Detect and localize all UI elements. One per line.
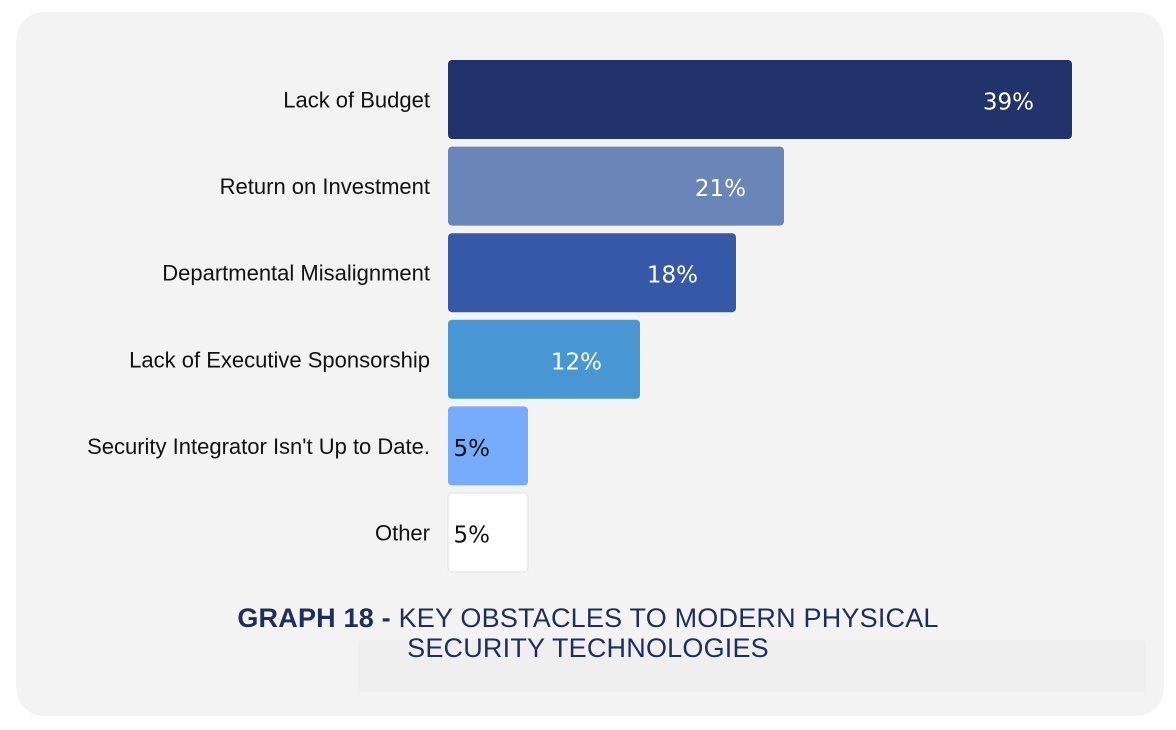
category-label-1: Lack of Budget xyxy=(283,88,430,113)
caption-line1: KEY OBSTACLES TO MODERN PHYSICAL xyxy=(398,603,939,633)
chart-caption: GRAPH 18 - KEY OBSTACLES TO MODERN PHYSI… xyxy=(0,603,1176,663)
value-label-6: 5% xyxy=(454,523,491,549)
value-label-4: 12% xyxy=(551,349,602,375)
category-label-6: Other xyxy=(375,521,430,546)
caption-backdrop xyxy=(358,640,1146,692)
value-label-1: 39% xyxy=(983,90,1034,116)
category-label-2: Return on Investment xyxy=(220,174,430,199)
bar-3 xyxy=(448,233,736,313)
bar-5 xyxy=(448,406,528,486)
value-label-3: 18% xyxy=(647,263,698,289)
bar-6 xyxy=(447,492,529,573)
bar-chart: Lack of Budget 39% Return on Investment 21%… xyxy=(87,60,1072,573)
value-label-5: 5% xyxy=(454,436,491,462)
caption-lead: GRAPH 18 - xyxy=(237,603,391,633)
category-label-4: Lack of Executive Sponsorship xyxy=(129,347,430,372)
bar-4 xyxy=(448,319,640,399)
value-label-2: 21% xyxy=(695,176,746,202)
bar-2 xyxy=(448,146,784,226)
bar-1 xyxy=(448,60,1072,139)
category-label-5: Security Integrator Isn't Up to Date. xyxy=(87,434,430,459)
category-label-3: Departmental Misalignment xyxy=(162,261,430,286)
caption-line2: SECURITY TECHNOLOGIES xyxy=(407,633,769,663)
